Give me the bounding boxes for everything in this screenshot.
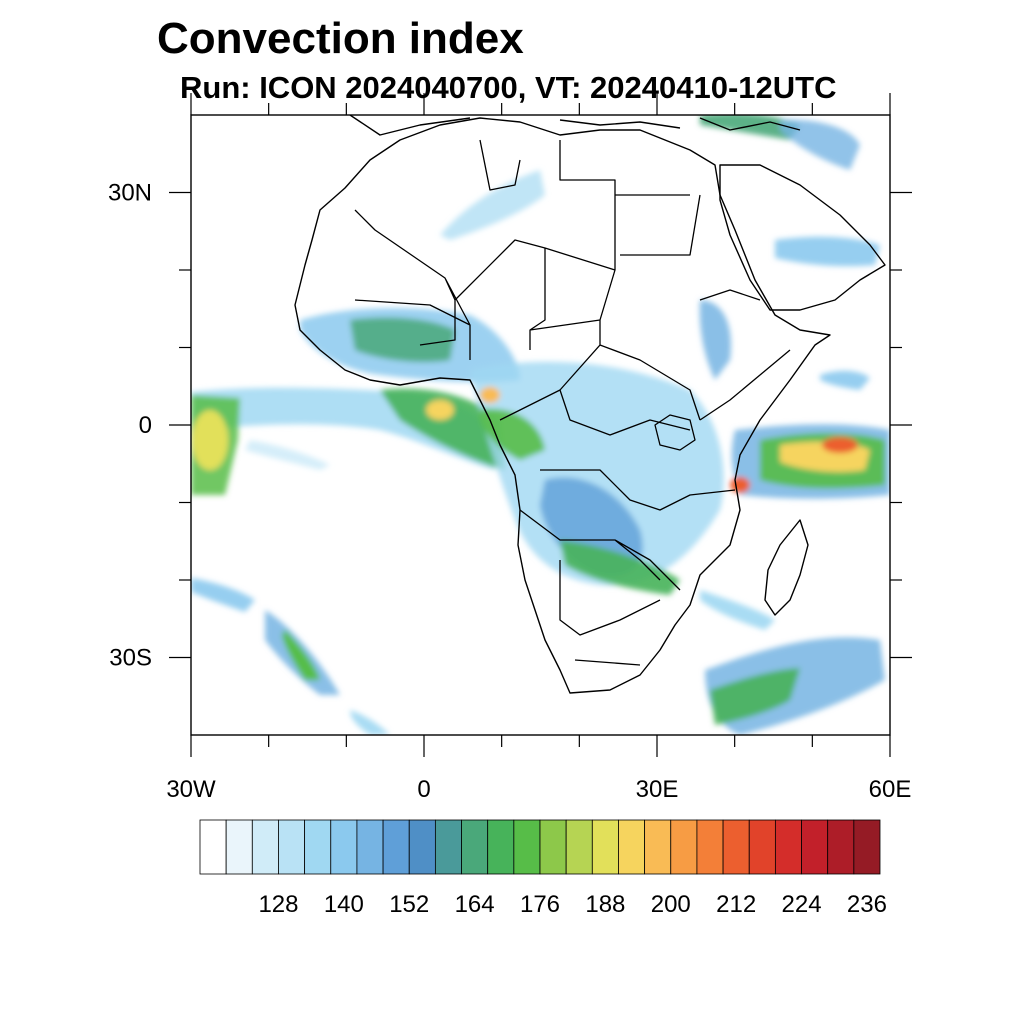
field-ethiopia	[699, 300, 731, 380]
x-tick-label: 60E	[869, 776, 912, 803]
field-west-africa-core	[350, 317, 455, 362]
arabia-coastline	[719, 164, 886, 311]
x-tick-label: 0	[417, 776, 430, 803]
field-congo-basin	[480, 409, 545, 460]
field-gulf-guinea	[380, 388, 505, 470]
colorbar-swatch	[696, 819, 724, 875]
colorbar-swatch	[827, 819, 855, 875]
colorbar-swatch	[591, 819, 619, 875]
colorbar: 128 140 152 164 176 188 200 212 224 236	[199, 819, 887, 918]
colorbar-swatch	[304, 819, 332, 875]
colorbar-swatch	[565, 819, 593, 875]
colorbar-swatch	[356, 819, 384, 875]
y-tick-label: 0	[139, 412, 152, 439]
colorbar-swatch	[382, 819, 410, 875]
colorbar-swatch	[748, 819, 776, 875]
colorbar-swatch	[722, 819, 750, 875]
colorbar-swatch	[644, 819, 672, 875]
field-faint-atlantic	[245, 440, 330, 470]
axis-labels: 30W 0 30E 60E 30N 0 30S	[108, 180, 911, 804]
field-arabian-sea	[775, 236, 880, 267]
colorbar-swatch	[801, 819, 829, 875]
chart-subtitle: Run: ICON 2024040700, VT: 20240410-12UTC	[180, 70, 837, 105]
colorbar-tick-label: 164	[455, 891, 495, 918]
country-borders	[354, 139, 791, 666]
colorbar-swatch	[774, 819, 802, 875]
field-central-core	[480, 387, 500, 403]
field-south-indian-core	[710, 668, 800, 725]
colorbar-swatch	[853, 819, 881, 875]
y-tick-label: 30N	[108, 180, 152, 207]
colorbar-swatch	[225, 819, 253, 875]
map-outlines	[294, 115, 886, 694]
field-central-africa	[470, 361, 724, 586]
colorbar-swatch	[513, 819, 541, 875]
field-gulf-core	[426, 400, 454, 420]
colorbar-swatch	[461, 819, 489, 875]
colorbar-tick-label: 188	[585, 891, 625, 918]
field-sahara-north	[440, 170, 545, 240]
colorbar-swatch	[330, 819, 358, 875]
madagascar-coastline	[764, 519, 809, 616]
colorbar-swatch	[278, 819, 306, 875]
colorbar-tick-label: 224	[782, 891, 822, 918]
colorbar-swatch	[670, 819, 698, 875]
colorbar-tick-label: 128	[258, 891, 298, 918]
field-mediterranean	[700, 115, 800, 140]
colorbar-swatch	[408, 819, 436, 875]
colorbar-tick-label: 236	[847, 891, 887, 918]
colorbar-tick-label: 140	[324, 891, 364, 918]
lake-victoria	[654, 414, 696, 451]
field-angola-zambia	[560, 540, 680, 595]
field-south-atlantic-west	[191, 578, 255, 612]
colorbar-swatch	[618, 819, 646, 875]
field-atlantic-west-core	[192, 410, 228, 470]
europe-coastline	[349, 115, 801, 136]
axis-ticks	[169, 93, 912, 757]
colorbar-swatch	[487, 819, 515, 875]
colorbar-tick-label: 176	[520, 891, 560, 918]
colorbar-tick-label: 212	[716, 891, 756, 918]
colorbar-swatch	[199, 819, 227, 875]
convection-field-layer	[191, 115, 890, 735]
chart-title: Convection index	[157, 14, 524, 63]
africa-coastline	[294, 117, 831, 694]
colorbar-tick-label: 200	[651, 891, 691, 918]
field-horn	[820, 370, 870, 390]
x-tick-label: 30W	[166, 776, 216, 803]
field-middle-east	[780, 119, 860, 170]
colorbar-swatch	[251, 819, 279, 875]
field-south-atlantic-tail	[350, 710, 390, 735]
field-south-atlantic-core	[282, 630, 320, 680]
field-indian-ocean-max	[822, 437, 858, 453]
colorbar-swatch	[539, 819, 567, 875]
colorbar-swatch	[434, 819, 462, 875]
y-tick-label: 30S	[109, 645, 152, 672]
x-tick-label: 30E	[636, 776, 679, 803]
field-mozambique	[700, 590, 775, 630]
colorbar-tick-label: 152	[389, 891, 429, 918]
